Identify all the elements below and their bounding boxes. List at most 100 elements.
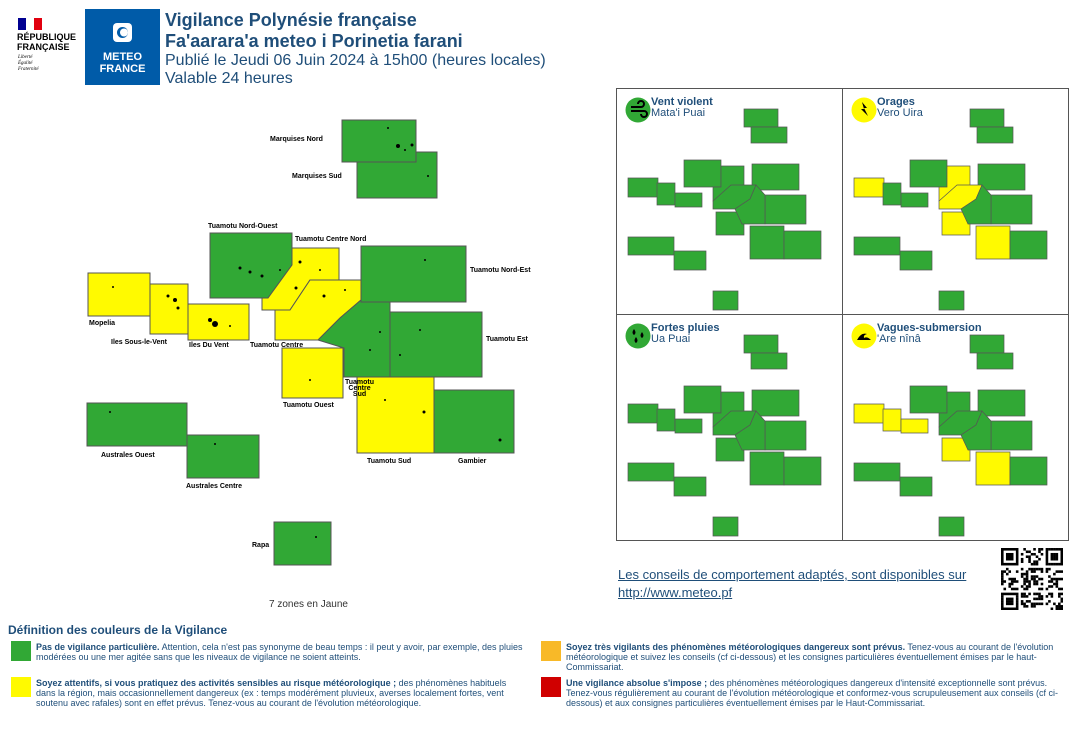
mini-zone-tuamotu-est [990,194,1033,225]
panel-vagues-submersion[interactable]: Vagues-submersion 'Are nînâ [842,314,1069,541]
mini-zone-tuamotu-nord-est [977,389,1026,417]
mini-zone-tuamotu-nord-ouest [683,159,722,188]
mini-zone-mopelia [853,177,885,198]
advice-url: http://www.meteo.pf [618,585,733,600]
legend-swatch-yellow [11,677,31,697]
mini-zone-marquises-sud [976,126,1014,144]
label-mopelia: Mopelia [89,320,116,327]
mini-zone-iles-du-vent [674,192,703,208]
panel-subtitle: Mata'i Puai [651,107,706,119]
legend-title: Définition des couleurs de la Vigilance [8,623,228,637]
label-tuamotu-ouest: Tuamotu Ouest [283,402,334,409]
mini-zone-marquises-nord [743,108,779,128]
republique-francaise-logo: RÉPUBLIQUE FRANÇAISE Liberté Égalité Fra… [14,14,82,80]
page-title-tahitian: Fa'aarara'a meteo i Porinetia farani [165,31,463,51]
zone-iles-du-vent[interactable] [187,303,250,341]
panel-title: Fortes pluies [651,322,720,334]
mini-zone-iles-sous-le-vent [656,408,676,432]
zone-marquises-nord[interactable] [341,119,417,163]
label-gambier: Gambier [458,458,487,465]
mini-zone-iles-sous-le-vent [656,182,676,206]
panel-orages[interactable]: Orages Vero Uira [842,88,1069,315]
zone-tuamotu-centre-sud[interactable] [317,298,391,378]
mini-zone-australes-ouest [853,236,901,256]
zone-australes-centre[interactable] [186,434,260,479]
page-title: Vigilance Polynésie française [165,10,417,30]
panel-subtitle: 'Are nînâ [877,333,921,345]
zone-australes-ouest[interactable] [86,402,188,447]
advice-link[interactable]: Les conseils de comportement adaptés, so… [618,567,966,600]
mini-zone-gambier [1009,456,1048,486]
rf-motto1: Liberté [18,55,33,60]
mini-zone-tuamotu-sud [749,225,785,260]
mini-zone-gambier [1009,230,1048,260]
mini-zone-tuamotu-centre-sud [960,410,992,451]
label-tuamotu-sud: Tuamotu Sud [367,458,412,465]
meteo-france-symbol-icon [113,23,132,42]
zone-iles-sous-le-vent[interactable] [149,283,189,335]
mini-zone-tuamotu-nord-ouest [909,159,948,188]
mini-zone-iles-sous-le-vent [882,182,902,206]
mini-zone-tuamotu-ouest [715,211,745,236]
legend-swatch-orange [541,641,561,661]
zone-tuamotu-nord-est[interactable] [360,245,467,303]
mini-zone-marquises-sud [750,352,788,370]
panel-title: Vent violent [651,96,713,108]
legend-swatch-red [541,677,561,697]
mini-zone-rapa [712,290,739,311]
mini-zone-mopelia [627,403,659,424]
mini-zone-tuamotu-est [764,420,807,451]
mini-zone-australes-centre [673,476,707,497]
mini-zone-rapa [938,516,965,537]
label-tuamotu-nord-ouest: Tuamotu Nord-Ouest [208,223,278,230]
mini-zone-australes-centre [899,476,933,497]
rf-motto3: Fraternité [18,67,39,72]
panel-fortes-pluies[interactable]: Fortes pluies Ua Puai [616,314,843,541]
zone-gambier[interactable] [433,389,515,454]
mini-zone-tuamotu-centre-sud [734,184,766,225]
label-tuamotu-nord-est: Tuamotu Nord-Est [470,267,531,274]
mini-zone-australes-centre [673,250,707,271]
mini-zone-tuamotu-est [764,194,807,225]
wind-icon [625,97,651,123]
label-marquises-nord: Marquises Nord [270,136,323,143]
qr-code[interactable] [1001,548,1063,610]
panel-vent-violent[interactable]: Vent violent Mata'i Puai [616,88,843,315]
legend-swatch-green [11,641,31,661]
panel-subtitle: Vero Uira [877,107,923,119]
validity: Valable 24 heures [165,70,293,87]
mini-zone-mopelia [853,403,885,424]
label-tuamotu-centre: Tuamotu Centre [250,342,304,349]
mini-zone-tuamotu-nord-est [751,163,800,191]
zone-tuamotu-ouest[interactable] [281,347,344,399]
mini-map [853,334,1048,537]
mini-zone-marquises-sud [976,352,1014,370]
legend-orange-text: Soyez très vigilants des phénomènes mété… [566,642,1054,672]
mini-zone-iles-du-vent [674,418,703,434]
meteo-france-logo: METEO FRANCE [85,9,160,85]
wave-icon [851,323,877,349]
mini-zone-tuamotu-ouest [715,437,745,462]
mini-zone-tuamotu-nord-est [751,389,800,417]
legend-yellow-text: Soyez attentifs, si vous pratiquez des a… [36,678,507,708]
rf-line1: RÉPUBLIQUE [17,32,77,42]
mini-zone-tuamotu-centre-sud [960,184,992,225]
label-australes-ouest: Australes Ouest [101,452,155,459]
zone-marquises-sud[interactable] [356,151,438,199]
mini-zone-rapa [712,516,739,537]
mini-map [627,334,822,537]
advice-text: Les conseils de comportement adaptés, so… [618,567,967,582]
rf-line2: FRANÇAISE [17,42,70,52]
zone-mopelia[interactable] [87,272,151,317]
zone-rapa[interactable] [273,521,332,566]
mini-zone-marquises-nord [969,108,1005,128]
mini-zone-iles-du-vent [900,418,929,434]
rain-icon [625,323,651,349]
mini-zone-tuamotu-nord-est [977,163,1026,191]
mini-zone-mopelia [627,177,659,198]
zones-summary: 7 zones en Jaune [269,599,348,610]
zone-tuamotu-est[interactable] [389,311,483,378]
published-date: Publié le Jeudi 06 Juin 2024 à 15h00 (he… [165,52,546,69]
mini-zone-iles-sous-le-vent [882,408,902,432]
mini-zone-australes-ouest [627,236,675,256]
